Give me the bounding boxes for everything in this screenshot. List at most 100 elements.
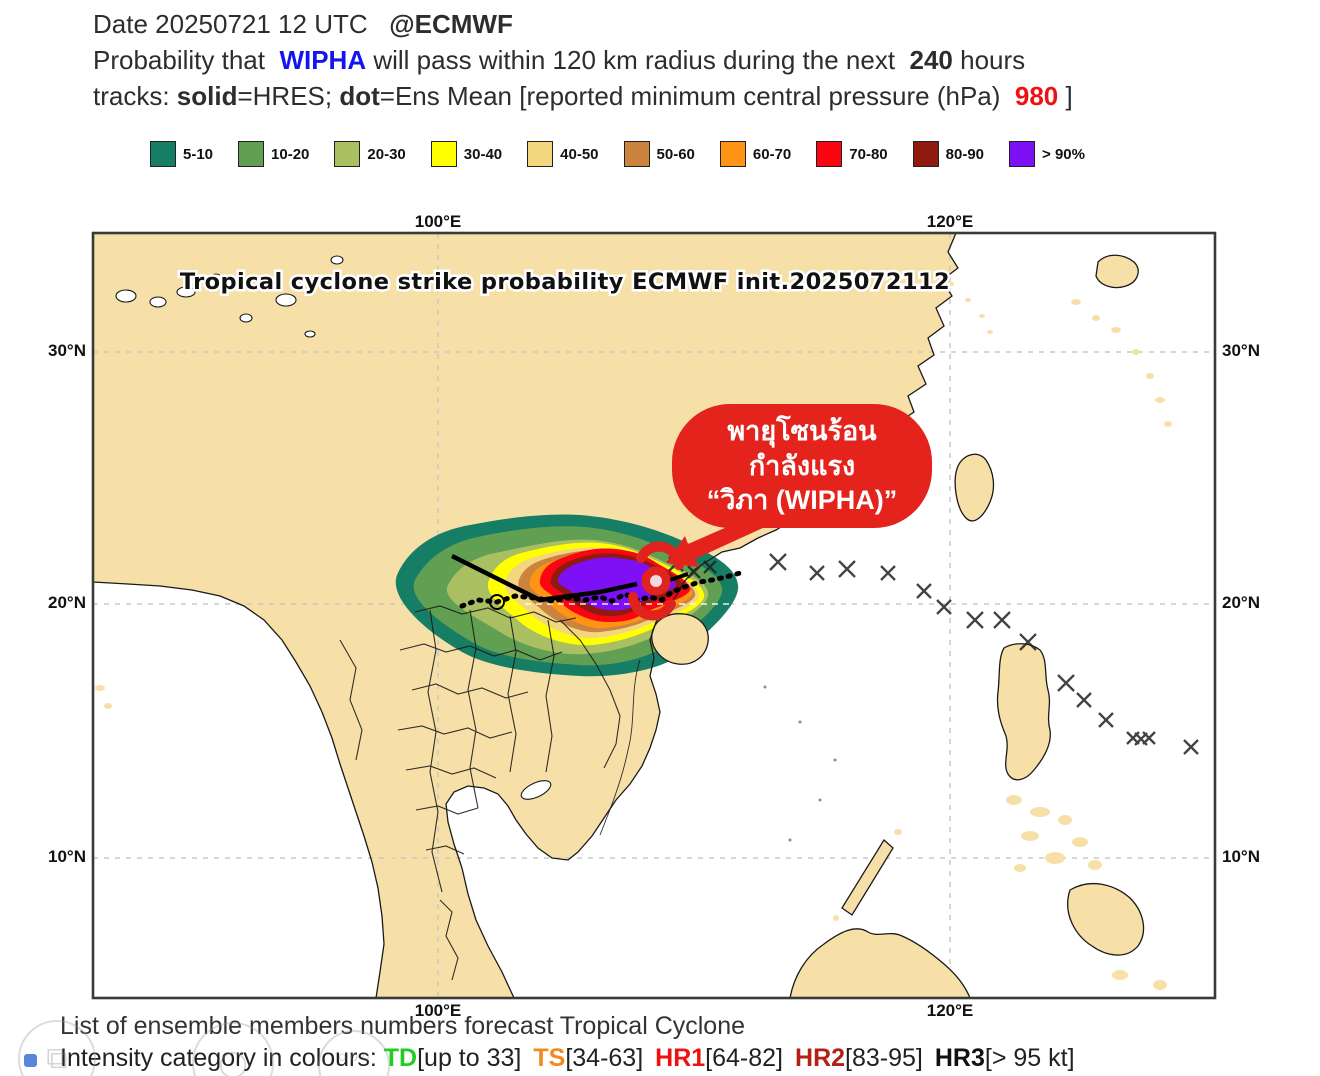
header-line-probability: Probability that WIPHA will pass within …	[93, 42, 1073, 78]
category-range: [> 95 kt]	[984, 1044, 1075, 1072]
balloon-line2: กำลังแรง	[748, 450, 856, 481]
ensemble-member-mark	[809, 565, 825, 581]
legend-label: 10-20	[271, 145, 310, 163]
ensemble-member-mark	[916, 583, 932, 599]
category-label-hr2: HR2	[795, 1044, 846, 1072]
islands-layer	[95, 255, 1172, 998]
header-block: Date 20250721 12 UTC @ECMWF Probability …	[93, 6, 1073, 114]
dot-keyword: dot	[339, 81, 380, 111]
legend-swatch	[527, 141, 554, 167]
lakes-layer	[115, 255, 552, 800]
legend-item-5060: 50-60	[623, 141, 695, 167]
legend-item-6070: 60-70	[719, 141, 792, 167]
map-frame	[91, 231, 1217, 1000]
legend-item-3040: 30-40	[430, 141, 503, 167]
ecmwf-handle: @ECMWF	[389, 9, 513, 39]
axis-right-10n: 10°N	[1222, 847, 1260, 866]
legend-item-7080: 70-80	[816, 141, 888, 167]
tracks-post-text: ]	[1058, 81, 1073, 111]
watermark-blue-icon	[24, 1054, 37, 1067]
axis-bottom-120e: 120°E	[926, 1001, 974, 1020]
axis-bottom-100e: 100°E	[414, 1001, 462, 1020]
prob-post-text: hours	[952, 45, 1026, 75]
legend-label: > 90%	[1042, 145, 1085, 163]
category-label-ts: TS	[533, 1044, 566, 1072]
axis-left-20n: 20°N	[48, 593, 86, 612]
legend-label: 80-90	[945, 145, 985, 163]
axis-right-20n: 20°N	[1222, 593, 1260, 612]
storm-callout-balloon: พายุโซนร้อน กำลังแรง “วิภา (WIPHA)”	[672, 404, 932, 528]
legend-item-510: 5-10	[150, 141, 213, 167]
storm-name: WIPHA	[279, 45, 367, 75]
legend-swatch	[719, 141, 746, 167]
category-label-hr3: HR3	[934, 1044, 985, 1072]
axis-left-30n: 30°N	[48, 341, 86, 360]
legend-swatch	[816, 141, 843, 167]
legend-swatch	[150, 141, 176, 167]
legend-item-1020: 10-20	[238, 141, 309, 167]
axis-left-10n: 10°N	[48, 847, 86, 866]
balloon-line3: “วิภา (WIPHA)”	[706, 485, 898, 516]
ensemble-marks-layer	[668, 553, 1199, 755]
legend-item-90: > 90%	[1009, 141, 1085, 167]
date-text: Date 20250721 12 UTC	[93, 9, 368, 39]
axis-right-30n: 30°N	[1222, 341, 1260, 360]
ensemble-mean-track	[459, 570, 743, 609]
ensemble-member-mark	[1019, 633, 1037, 651]
ensemble-member-mark	[966, 611, 984, 629]
legend-swatch	[430, 141, 457, 167]
hres-track-east	[669, 572, 689, 582]
ensemble-member-mark	[1142, 731, 1156, 745]
tracks-pre-text: tracks:	[93, 81, 177, 111]
legend-swatch	[1009, 141, 1036, 167]
prob-mid-text: will pass within 120 km radius during th…	[366, 45, 903, 75]
legend-swatch	[912, 141, 939, 167]
tracks-eq2-text: =Ens Mean [reported minimum central pres…	[379, 81, 1008, 111]
ensemble-member-mark	[993, 611, 1011, 629]
ensemble-member-mark	[880, 565, 896, 581]
legend-item-8090: 80-90	[912, 141, 985, 167]
balloon-line1: พายุโซนร้อน	[727, 416, 877, 447]
legend-label: 20-30	[367, 145, 406, 163]
category-label-hr1: HR1	[655, 1044, 706, 1072]
legend-label: 70-80	[849, 145, 888, 163]
ensemble-member-mark	[1183, 739, 1199, 755]
map-title: Tropical cyclone strike probability ECMW…	[180, 269, 950, 295]
legend-label: 5-10	[183, 145, 214, 163]
axis-top-100e: 100°E	[414, 212, 462, 231]
prob-pre-text: Probability that	[93, 45, 273, 75]
legend-item-2030: 20-30	[334, 141, 406, 167]
hours-value: 240	[909, 45, 953, 75]
ensemble-member-mark	[838, 560, 856, 578]
header-line-tracks: tracks: solid=HRES; dot=Ens Mean [report…	[93, 78, 1073, 114]
legend-label: 30-40	[463, 145, 503, 163]
ensemble-member-mark	[1098, 712, 1114, 728]
legend-swatch	[623, 141, 650, 167]
ensemble-member-mark	[936, 599, 952, 615]
axis-top-120e: 120°E	[926, 212, 974, 231]
intensity-categories: TD[up to 33] TS[34-63] HR1[64-82] HR2[83-95…	[384, 1044, 1075, 1072]
reef-specks	[763, 685, 837, 842]
legend-item-4050: 40-50	[527, 141, 599, 167]
ensemble-member-mark	[1076, 692, 1092, 708]
tracks-eq1-text: =HRES;	[237, 81, 340, 111]
category-range: [64-82]	[705, 1044, 784, 1072]
category-range: [83-95]	[845, 1044, 923, 1072]
category-range: [34-63]	[565, 1044, 644, 1072]
track-layer	[450, 553, 743, 610]
ensemble-mean-start-marker	[489, 594, 505, 610]
legend-label: 40-50	[560, 145, 599, 163]
legend-swatch	[238, 141, 265, 167]
probability-legend: 5-10 10-20 20-30 30-40 40-50 50-60 60-70 70-80 8…	[150, 141, 1085, 167]
legend-label: 60-70	[752, 145, 792, 163]
solid-keyword: solid	[176, 81, 238, 111]
ensemble-member-mark	[769, 553, 787, 571]
ensemble-member-mark	[1057, 674, 1075, 692]
category-range: [up to 33]	[417, 1044, 522, 1072]
province-borders-layer	[339, 605, 641, 981]
header-line-date: Date 20250721 12 UTC @ECMWF	[93, 6, 1073, 42]
legend-label: 50-60	[656, 145, 695, 163]
ensemble-member-mark	[703, 560, 717, 574]
